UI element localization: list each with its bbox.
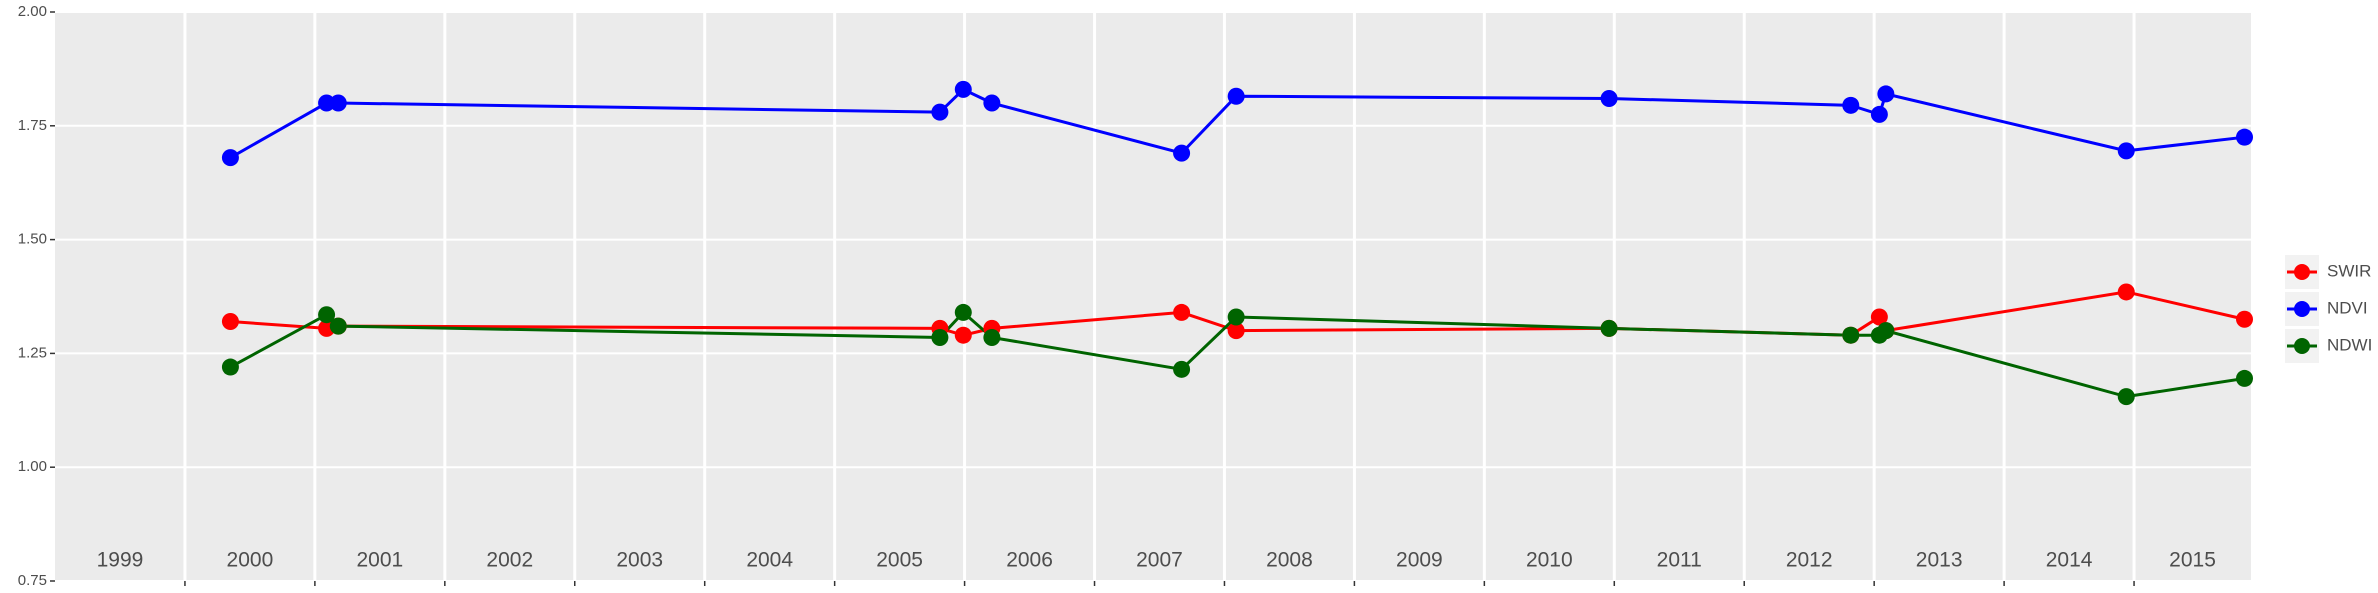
y-tick-label: 1.75 [18, 117, 47, 134]
x-band-label: 2003 [616, 549, 663, 572]
data-point [2117, 283, 2135, 301]
data-point [1227, 322, 1245, 340]
x-band-label: 2005 [876, 549, 923, 572]
data-point [1227, 87, 1245, 105]
data-point [1600, 319, 1618, 337]
data-point [329, 317, 347, 335]
data-point [2236, 128, 2254, 146]
data-point [221, 358, 239, 376]
data-point [221, 313, 239, 331]
y-tick-label: 0.75 [18, 572, 47, 589]
data-point [983, 328, 1001, 346]
x-band-label: 2014 [2046, 549, 2093, 572]
data-point [1600, 89, 1618, 107]
legend-label: NDVI [2327, 298, 2368, 317]
data-point [221, 149, 239, 167]
y-tick-label: 1.00 [18, 458, 47, 475]
data-point [954, 303, 972, 321]
legend-point [2294, 301, 2310, 317]
data-point [1870, 105, 1888, 123]
x-band-label: 2012 [1786, 549, 1833, 572]
data-point [1870, 308, 1888, 326]
data-point [1842, 326, 1860, 344]
legend-label: SWIR [2327, 261, 2371, 280]
x-band-label: 2011 [1657, 549, 1702, 572]
data-point [318, 94, 336, 112]
y-tick-label: 1.50 [18, 231, 47, 248]
data-point [329, 94, 347, 112]
legend-point [2294, 338, 2310, 354]
x-band-label: 2006 [1006, 549, 1053, 572]
data-point [983, 94, 1001, 112]
data-point [2236, 310, 2254, 328]
data-point [2117, 142, 2135, 160]
y-tick-label: 1.25 [18, 344, 47, 361]
data-point [954, 326, 972, 344]
x-band-label: 1999 [97, 549, 144, 572]
data-point [1877, 85, 1895, 103]
data-point [1173, 303, 1191, 321]
data-point [318, 306, 336, 324]
x-band-label: 2013 [1916, 549, 1963, 572]
x-band-label: 2000 [227, 549, 274, 572]
data-point [931, 328, 949, 346]
x-band-label: 2007 [1136, 549, 1183, 572]
x-band-label: 2008 [1266, 549, 1313, 572]
data-point [1173, 144, 1191, 162]
legend-label: NDWI [2327, 335, 2372, 354]
y-tick-label: 2.00 [18, 3, 47, 20]
data-point [2117, 388, 2135, 406]
legend-point [2294, 264, 2310, 280]
x-band-label: 2010 [1526, 549, 1573, 572]
x-band-label: 2009 [1396, 549, 1443, 572]
data-point [2236, 369, 2254, 387]
x-band-label: 2004 [746, 549, 793, 572]
data-point [931, 103, 949, 121]
data-point [1842, 96, 1860, 114]
data-point [1173, 360, 1191, 378]
data-point [954, 80, 972, 98]
data-point [1877, 322, 1895, 340]
plot-panel [55, 12, 2251, 581]
data-point [1227, 308, 1245, 326]
x-band-label: 2015 [2169, 549, 2216, 572]
x-band-label: 2002 [486, 549, 533, 572]
x-band-label: 2001 [356, 549, 403, 572]
